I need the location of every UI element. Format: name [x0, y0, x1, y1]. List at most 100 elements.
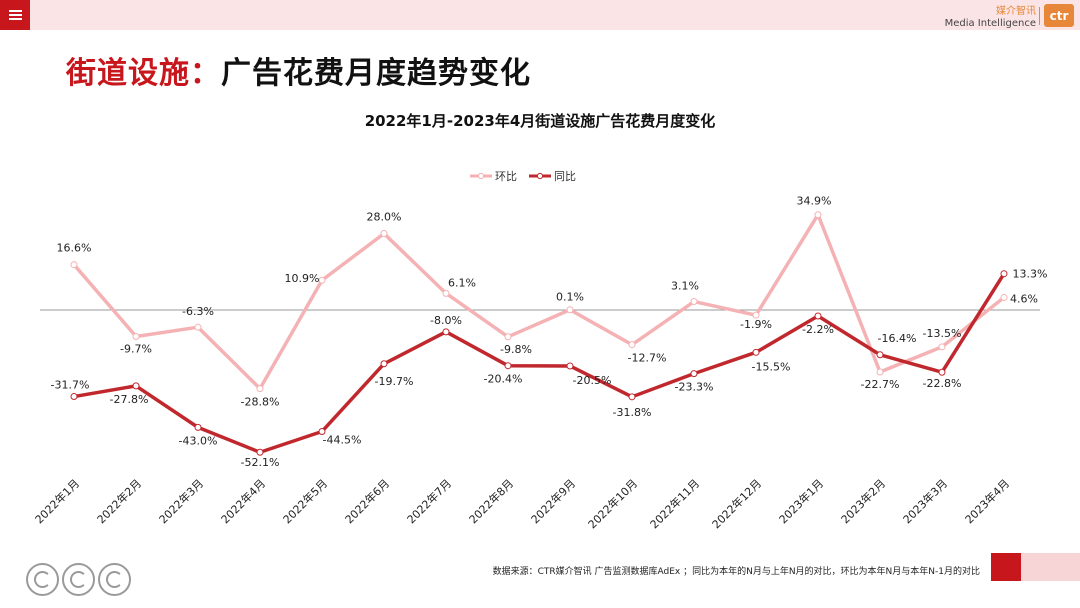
legend-label-0: 环比: [495, 170, 517, 183]
data-label-0: 4.6%: [1010, 292, 1038, 305]
data-label-0: 3.1%: [671, 280, 699, 293]
brand-name-cn: 媒介智讯: [996, 6, 1036, 17]
data-label-1: -23.3%: [675, 381, 714, 394]
data-point-1: [876, 351, 884, 359]
data-point-1: [814, 312, 822, 320]
data-source-note: 数据来源：CTR媒介智讯 广告监测数据库AdEx ；同比为本年的N月与上年N月的…: [492, 567, 980, 577]
data-label-0: 6.1%: [448, 276, 476, 289]
top-bar: [0, 0, 1080, 30]
data-label-1: -52.1%: [241, 456, 280, 469]
data-point-1: [442, 328, 450, 336]
legend-label-1: 同比: [554, 170, 576, 183]
data-label-0: -6.3%: [182, 305, 214, 318]
x-tick-label: 2022年7月: [404, 476, 454, 526]
data-point-0: [938, 343, 946, 351]
data-label-1: -31.7%: [51, 379, 90, 392]
footer-decor-red: [991, 553, 1021, 581]
data-point-0: [1000, 293, 1008, 301]
certification-badges: [26, 563, 131, 597]
data-point-1: [628, 393, 636, 401]
x-tick-label: 2022年1月: [32, 476, 82, 526]
data-label-1: -2.2%: [802, 323, 834, 336]
x-tick-label: 2023年1月: [776, 476, 826, 526]
data-point-0: [194, 323, 202, 331]
x-tick-label: 2022年6月: [342, 476, 392, 526]
x-tick-label: 2022年4月: [218, 476, 268, 526]
chart-title: 2022年1月-2023年4月街道设施广告花费月度变化: [364, 112, 716, 130]
hamburger-icon: [8, 10, 22, 20]
data-label-0: 10.9%: [285, 272, 320, 285]
data-label-0: 28.0%: [367, 211, 402, 224]
series-line-1: [73, 272, 1006, 454]
data-point-0: [442, 289, 450, 297]
page-title-prefix: 街道设施：: [66, 56, 221, 91]
x-tick-label: 2022年12月: [709, 476, 764, 531]
data-label-1: -43.0%: [179, 434, 218, 447]
page-title-main: 广告花费月度趋势变化: [221, 56, 531, 91]
data-point-1: [318, 427, 326, 435]
data-label-0: -13.5%: [923, 327, 962, 340]
data-point-0: [814, 211, 822, 219]
data-point-0: [318, 276, 326, 284]
ctr-logo: ctr: [1044, 4, 1074, 27]
sgs-cert-icon: [26, 563, 59, 596]
data-label-1: -8.0%: [430, 314, 462, 327]
x-tick-label: 2023年4月: [962, 476, 1012, 526]
data-point-1: [194, 423, 202, 431]
x-tick-label: 2023年3月: [900, 476, 950, 526]
data-label-1: -31.8%: [613, 406, 652, 419]
legend-marker-0: [477, 172, 485, 180]
data-label-0: 16.6%: [57, 242, 92, 255]
data-point-1: [70, 393, 78, 401]
data-label-0: -22.7%: [861, 378, 900, 391]
data-label-1: -19.7%: [375, 375, 414, 388]
data-point-0: [70, 261, 78, 269]
data-point-0: [690, 298, 698, 306]
data-point-1: [256, 448, 264, 456]
page-title: 街道设施：广告花费月度趋势变化: [66, 48, 531, 92]
data-label-0: 34.9%: [797, 195, 832, 208]
x-tick-label: 2022年5月: [280, 476, 330, 526]
data-label-0: 0.1%: [556, 291, 584, 304]
sgs-cert-icon: [62, 563, 95, 596]
data-point-0: [628, 341, 636, 349]
x-tick-label: 2022年10月: [585, 476, 640, 531]
brand-text: 媒介智讯 Media Intelligence: [945, 6, 1036, 30]
data-point-0: [752, 311, 760, 319]
brand-divider: [1039, 7, 1040, 25]
x-tick-label: 2022年11月: [647, 476, 702, 531]
footer-decor-pink: [1021, 553, 1080, 581]
data-label-1: -22.8%: [923, 377, 962, 390]
data-label-0: -12.7%: [628, 352, 667, 365]
data-label-1: -20.5%: [573, 374, 612, 387]
data-point-1: [132, 382, 140, 390]
data-label-0: -1.9%: [740, 318, 772, 331]
x-tick-label: 2023年2月: [838, 476, 888, 526]
data-point-0: [566, 306, 574, 314]
data-point-0: [132, 332, 140, 340]
data-point-1: [504, 362, 512, 370]
data-point-1: [380, 360, 388, 368]
data-point-1: [690, 370, 698, 378]
series-line-0: [72, 212, 1006, 391]
data-point-0: [876, 368, 884, 376]
x-tick-label: 2022年2月: [94, 476, 144, 526]
data-label-1: -16.4%: [878, 332, 917, 345]
legend-marker-1: [536, 172, 544, 180]
data-point-1: [752, 348, 760, 356]
data-label-1: -20.4%: [484, 373, 523, 386]
x-tick-label: 2022年8月: [466, 476, 516, 526]
data-point-1: [1000, 270, 1008, 278]
data-label-0: -28.8%: [241, 396, 280, 409]
data-point-0: [504, 333, 512, 341]
sgs-cert-icon: [98, 563, 131, 596]
x-tick-label: 2022年3月: [156, 476, 206, 526]
x-tick-label: 2022年9月: [528, 476, 578, 526]
data-label-0: -9.8%: [500, 343, 532, 356]
menu-button[interactable]: [0, 0, 30, 30]
data-point-1: [566, 362, 574, 370]
data-label-1: -27.8%: [110, 393, 149, 406]
data-point-0: [256, 385, 264, 393]
data-point-1: [938, 368, 946, 376]
